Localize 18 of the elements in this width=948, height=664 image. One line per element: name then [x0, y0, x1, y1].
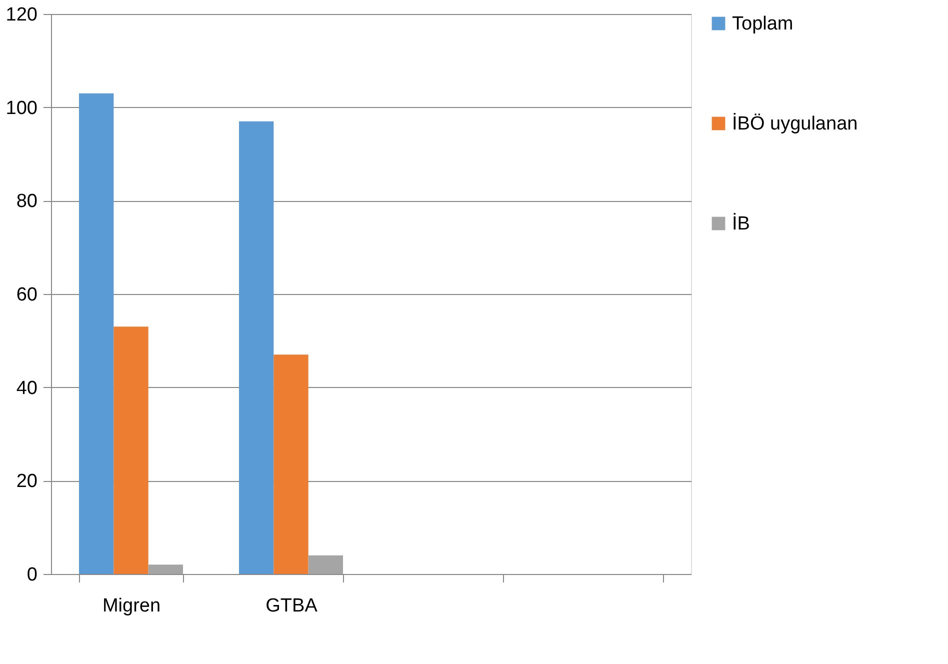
y-tick-label: 60	[16, 284, 38, 306]
y-tick-label: 100	[6, 98, 38, 119]
legend-label: İBÖ uygulanan	[732, 112, 858, 134]
x-tick-label: GTBA	[266, 596, 318, 616]
y-tick-label: 0	[26, 564, 38, 586]
x-tick-label: Migren	[102, 596, 161, 616]
y-tick-label: 80	[16, 191, 38, 212]
bar	[148, 564, 183, 574]
bar	[114, 326, 148, 574]
y-tick-label: 120	[6, 4, 38, 26]
y-tick-label: 40	[16, 378, 38, 399]
bar	[239, 121, 274, 574]
legend-label: İB	[732, 212, 750, 234]
y-tick-label: 20	[16, 471, 38, 492]
bar	[308, 555, 343, 574]
bar	[274, 354, 308, 574]
bar	[79, 93, 114, 574]
legend-label: Toplam	[732, 14, 794, 34]
